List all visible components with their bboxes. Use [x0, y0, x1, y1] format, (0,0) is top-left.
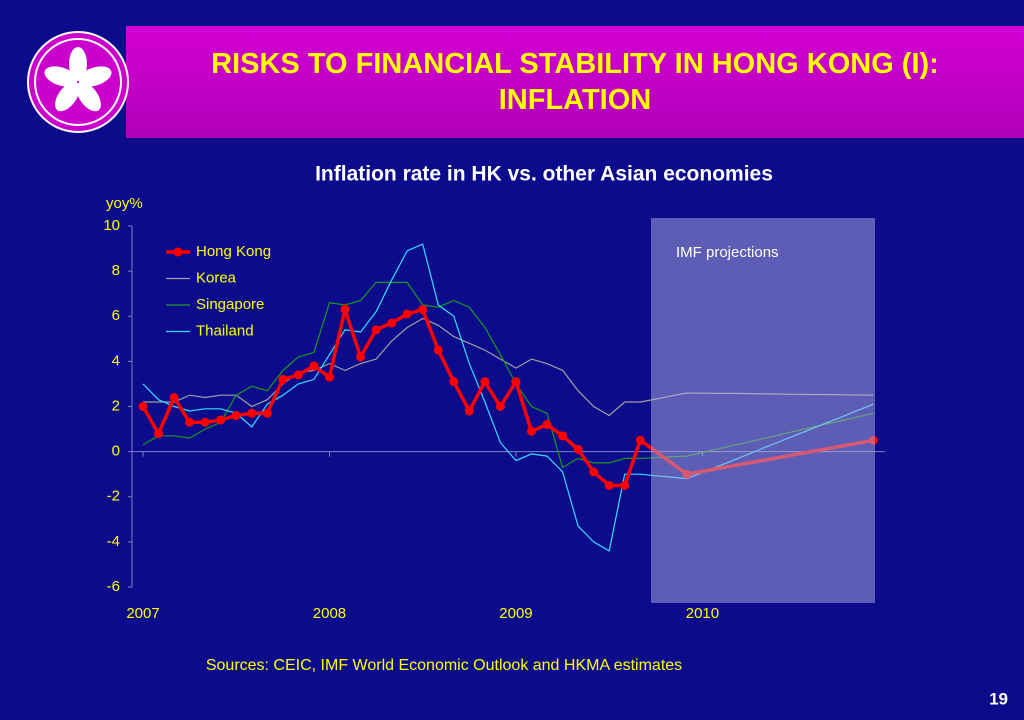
marker [356, 352, 366, 362]
marker [635, 435, 645, 445]
marker [387, 318, 397, 328]
marker [324, 372, 334, 382]
y-axis-label: yoy% [106, 195, 143, 212]
marker [154, 429, 164, 439]
y-tick-label: -4 [107, 533, 120, 550]
marker [464, 406, 474, 416]
marker [620, 480, 630, 490]
y-tick-label: 6 [112, 307, 120, 324]
legend-label: Hong Kong [196, 243, 271, 260]
marker [604, 480, 614, 490]
marker [449, 377, 459, 387]
x-tick-label: 2008 [313, 605, 346, 622]
legend-label: Singapore [196, 296, 264, 313]
slide-title: RISKS TO FINANCIAL STABILITY IN HONG KON… [211, 48, 939, 116]
marker [169, 392, 179, 402]
y-tick-label: 10 [103, 217, 120, 234]
marker [480, 377, 490, 387]
legend-marker [173, 247, 183, 257]
title-banner: RISKS TO FINANCIAL STABILITY IN HONG KON… [126, 26, 1024, 138]
marker [558, 431, 568, 441]
x-tick-label: 2007 [126, 605, 159, 622]
marker [495, 402, 505, 411]
marker [402, 309, 412, 319]
marker [138, 402, 148, 411]
marker [293, 370, 303, 380]
marker [589, 467, 599, 477]
projection-region [651, 218, 875, 603]
marker [573, 444, 583, 454]
page-number: 19 [989, 689, 1008, 708]
y-tick-label: 2 [112, 397, 120, 414]
marker [247, 408, 257, 418]
y-tick-label: 0 [112, 443, 120, 460]
logo [27, 31, 129, 133]
annotation: IMF projections [676, 244, 779, 261]
marker [418, 304, 428, 314]
chart-title: Inflation rate in HK vs. other Asian eco… [315, 163, 773, 186]
marker [216, 415, 226, 425]
y-tick-label: 8 [112, 262, 120, 279]
marker [262, 408, 272, 418]
y-tick-label: -2 [107, 488, 120, 505]
x-tick-label: 2010 [686, 605, 719, 622]
marker [340, 304, 350, 314]
marker [200, 417, 210, 427]
y-tick-label: 4 [112, 352, 120, 369]
legend-label: Thailand [196, 322, 254, 339]
marker [185, 417, 195, 427]
marker [278, 374, 288, 384]
legend-label: Korea [196, 269, 237, 286]
marker [231, 411, 241, 421]
marker [527, 426, 536, 436]
marker [371, 325, 381, 335]
x-tick-label: 2009 [499, 605, 532, 622]
y-tick-label: -6 [107, 578, 120, 595]
marker [309, 361, 319, 371]
marker [511, 377, 521, 387]
source: Sources: CEIC, IMF World Economic Outloo… [206, 657, 682, 674]
marker [542, 420, 552, 430]
marker [433, 345, 443, 355]
